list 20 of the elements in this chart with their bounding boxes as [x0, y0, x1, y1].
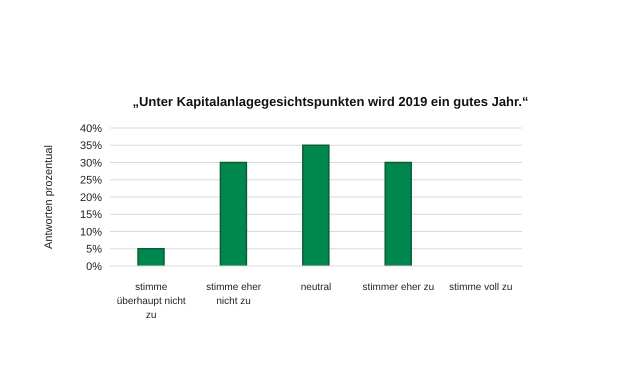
y-tick-label: 20%	[80, 192, 102, 204]
y-tick-label: 15%	[80, 209, 102, 222]
y-axis-title: Antworten prozentual	[42, 145, 55, 249]
y-tick-label: 40%	[80, 122, 102, 135]
chart-title: „Unter Kapitalanlagegesichtspunkten wird 2019 ein gutes Jahr.“	[132, 94, 530, 109]
x-tick-label: stimme überhaupt nicht zu	[116, 282, 186, 321]
bar	[137, 248, 165, 266]
bar	[220, 162, 248, 266]
y-tick-label: 10%	[80, 226, 102, 238]
x-tick-label: stimme voll zu	[449, 282, 512, 293]
y-tick-label: 0%	[86, 260, 102, 273]
y-tick-label: 5%	[86, 244, 102, 256]
bar	[384, 162, 412, 266]
x-tick-label: stimme eher nicht zu	[206, 282, 262, 307]
y-tick-label: 25%	[80, 174, 102, 187]
bar	[302, 144, 330, 266]
y-tick-label: 35%	[80, 140, 102, 152]
y-tick-label: 30%	[80, 157, 102, 170]
x-tick-label: stimmer eher zu	[362, 282, 434, 293]
x-tick-label: neutral	[300, 282, 332, 293]
